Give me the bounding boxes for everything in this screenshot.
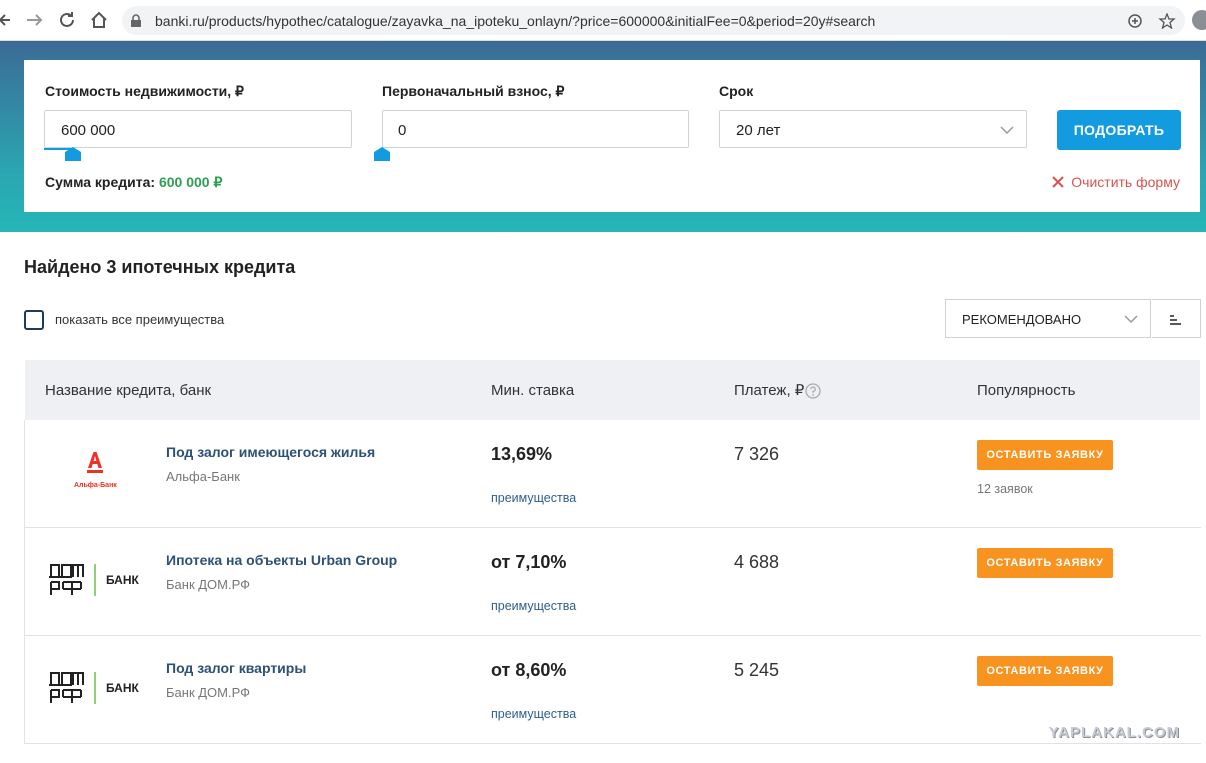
loan-name[interactable]: Ипотека на объекты Urban Group	[166, 552, 398, 568]
checkbox-label[interactable]: показать все преимущества	[55, 312, 225, 327]
rate: от 8,60%	[491, 660, 567, 680]
advantages-link[interactable]: преимущества	[491, 707, 577, 721]
submit-button[interactable]: ПОДОБРАТЬ	[1057, 110, 1181, 150]
slider-handle[interactable]	[65, 147, 81, 161]
bank-logo	[49, 672, 96, 704]
bank-logo-text: БАНК	[106, 573, 139, 587]
nav-icons	[0, 11, 107, 28]
fee-input[interactable]: 0	[382, 110, 689, 148]
forward-icon[interactable]	[27, 14, 43, 26]
input-value: 0	[398, 122, 407, 139]
browser-bar: banki.ru/products/hypothec/catalogue/zay…	[0, 0, 1206, 41]
price-input[interactable]: 600 000	[44, 110, 352, 148]
sliders	[44, 147, 390, 161]
url: banki.ru/products/hypothec/catalogue/zay…	[155, 13, 876, 29]
bank-name: Альфа-Банк	[166, 469, 240, 484]
loan-name[interactable]: Под залог квартиры	[166, 660, 307, 676]
lock-icon	[131, 14, 141, 27]
payment: 5 245	[734, 660, 780, 680]
address-bar[interactable]: banki.ru/products/hypothec/catalogue/zay…	[122, 6, 1185, 35]
field-label: Первоначальный взнос, ₽	[382, 83, 565, 99]
bank-name: Банк ДОМ.РФ	[166, 685, 251, 700]
apply-button[interactable]: ОСТАВИТЬ ЗАЯВКУ	[977, 548, 1113, 578]
field-label: Срок	[719, 83, 754, 99]
clear-form[interactable]: Очистить форму	[1051, 175, 1180, 189]
loan-row: БАНК Ипотека на объекты Urban Group Банк Д…	[24, 528, 1201, 636]
watermark: YAPLAKAL.COM	[1048, 724, 1180, 741]
table-header: Название кредита, банк Мин. ставка Плате…	[25, 360, 1200, 420]
chevron	[1124, 315, 1138, 324]
results-title: Найдено 3 ипотечных кредита	[24, 257, 296, 277]
rate: 13,69%	[491, 444, 553, 464]
sort-order-button[interactable]	[1152, 299, 1201, 338]
profile-icon[interactable]	[1192, 10, 1206, 30]
apply-button[interactable]: ОСТАВИТЬ ЗАЯВКУ	[977, 440, 1113, 470]
slider-handle[interactable]	[374, 147, 390, 161]
bar-icons	[1128, 13, 1176, 29]
loan-row: БАНК Под залог квартиры Банк ДОМ.РФ от 8,60…	[24, 636, 1201, 744]
bank-logo-text: Альфа-Банк	[74, 482, 117, 489]
bank-name: Банк ДОМ.РФ	[166, 577, 251, 592]
checkbox[interactable]	[24, 310, 44, 330]
loan-name[interactable]: Под залог имеющегося жилья	[166, 444, 376, 460]
loan-sum-label: Сумма кредита:	[45, 174, 156, 190]
help-icon[interactable]	[805, 383, 821, 399]
loan-sum-value: 600 000 ₽	[158, 174, 223, 190]
payment: 4 688	[734, 552, 780, 572]
column-header: Платеж, ₽	[734, 382, 805, 399]
loan-sum: Сумма кредита: 600 000 ₽	[45, 175, 222, 189]
bank-logo-text: БАНК	[106, 681, 139, 695]
chevron	[1000, 126, 1014, 135]
clear-icon	[1052, 176, 1064, 188]
home-icon[interactable]	[91, 11, 107, 28]
sort-value: РЕКОМЕНДОВАНО	[962, 312, 1082, 327]
bank-logo	[87, 452, 103, 473]
back-icon[interactable]	[0, 14, 10, 26]
field-label: Стоимость недвижимости, ₽	[45, 83, 244, 99]
rate: от 7,10%	[491, 552, 567, 572]
clear-text: Очистить форму	[1071, 174, 1180, 190]
sort-select[interactable]: РЕКОМЕНДОВАНО	[945, 299, 1151, 338]
apply-button[interactable]: ОСТАВИТЬ ЗАЯВКУ	[977, 656, 1113, 686]
reload-icon[interactable]	[60, 12, 74, 27]
advantages-link[interactable]: преимущества	[491, 491, 577, 505]
column-header: Мин. ставка	[491, 382, 575, 399]
requests-count: 12 заявок	[977, 482, 1033, 496]
payment: 7 326	[734, 444, 780, 464]
sort-icon	[1170, 315, 1181, 325]
advantages-link[interactable]: преимущества	[491, 599, 577, 613]
input-value: 20 лет	[736, 122, 781, 139]
column-header: Популярность	[977, 382, 1076, 399]
bank-logo	[49, 564, 96, 596]
loan-row: Альфа-Банк Под залог имеющегося жилья Альф…	[24, 420, 1201, 528]
input-value: 600 000	[61, 122, 116, 139]
column-header: Название кредита, банк	[45, 382, 212, 399]
period-select[interactable]: 20 лет	[719, 110, 1027, 148]
